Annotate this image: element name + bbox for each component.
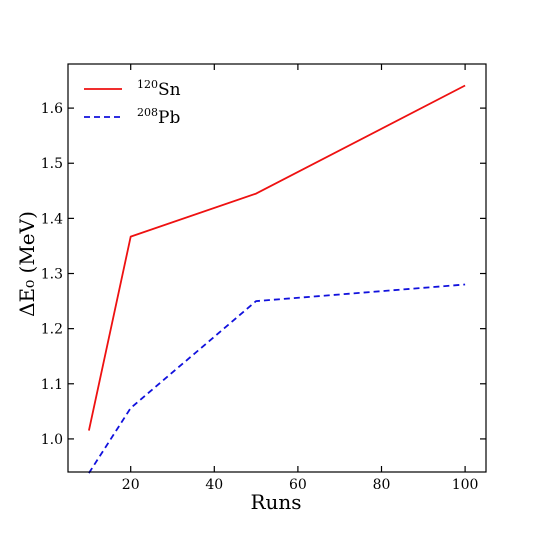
y-tick-label: 1.6 xyxy=(41,101,63,117)
y-tick-label: 1.1 xyxy=(41,377,63,393)
legend-label-sn-mass: 120 xyxy=(137,78,158,91)
legend-label-sn-element: Sn xyxy=(158,80,181,100)
legend-label-sn: 120Sn xyxy=(137,78,181,100)
x-tick-label: 60 xyxy=(289,477,307,493)
x-tick-label: 40 xyxy=(205,477,223,493)
x-axis-title: Runs xyxy=(250,490,301,514)
legend-label-pb-mass: 208 xyxy=(137,106,158,119)
legend-label-pb: 208Pb xyxy=(137,106,180,128)
plot-frame xyxy=(67,63,487,473)
plot-marks xyxy=(88,84,466,474)
y-axis-title: ΔE₀ (MeV) xyxy=(15,211,39,317)
y-tick-label: 1.2 xyxy=(41,322,63,338)
x-tick-label: 80 xyxy=(373,477,391,493)
y-tick-label: 1.5 xyxy=(41,156,63,172)
y-tick-label: 1.3 xyxy=(41,267,63,283)
axis-ticks: 20 40 60 80 100 1.0 1.1 1.2 1.3 1.4 1.5 1.6 xyxy=(41,64,486,493)
y-tick-label: 1.4 xyxy=(41,211,63,227)
x-tick-label: 20 xyxy=(122,477,140,493)
series-line-sn xyxy=(88,84,466,431)
y-tick-label: 1.0 xyxy=(41,432,63,448)
legend-label-pb-element: Pb xyxy=(158,108,180,128)
x-tick-label: 100 xyxy=(452,477,479,493)
legend: 120Sn 208Pb xyxy=(84,78,181,128)
